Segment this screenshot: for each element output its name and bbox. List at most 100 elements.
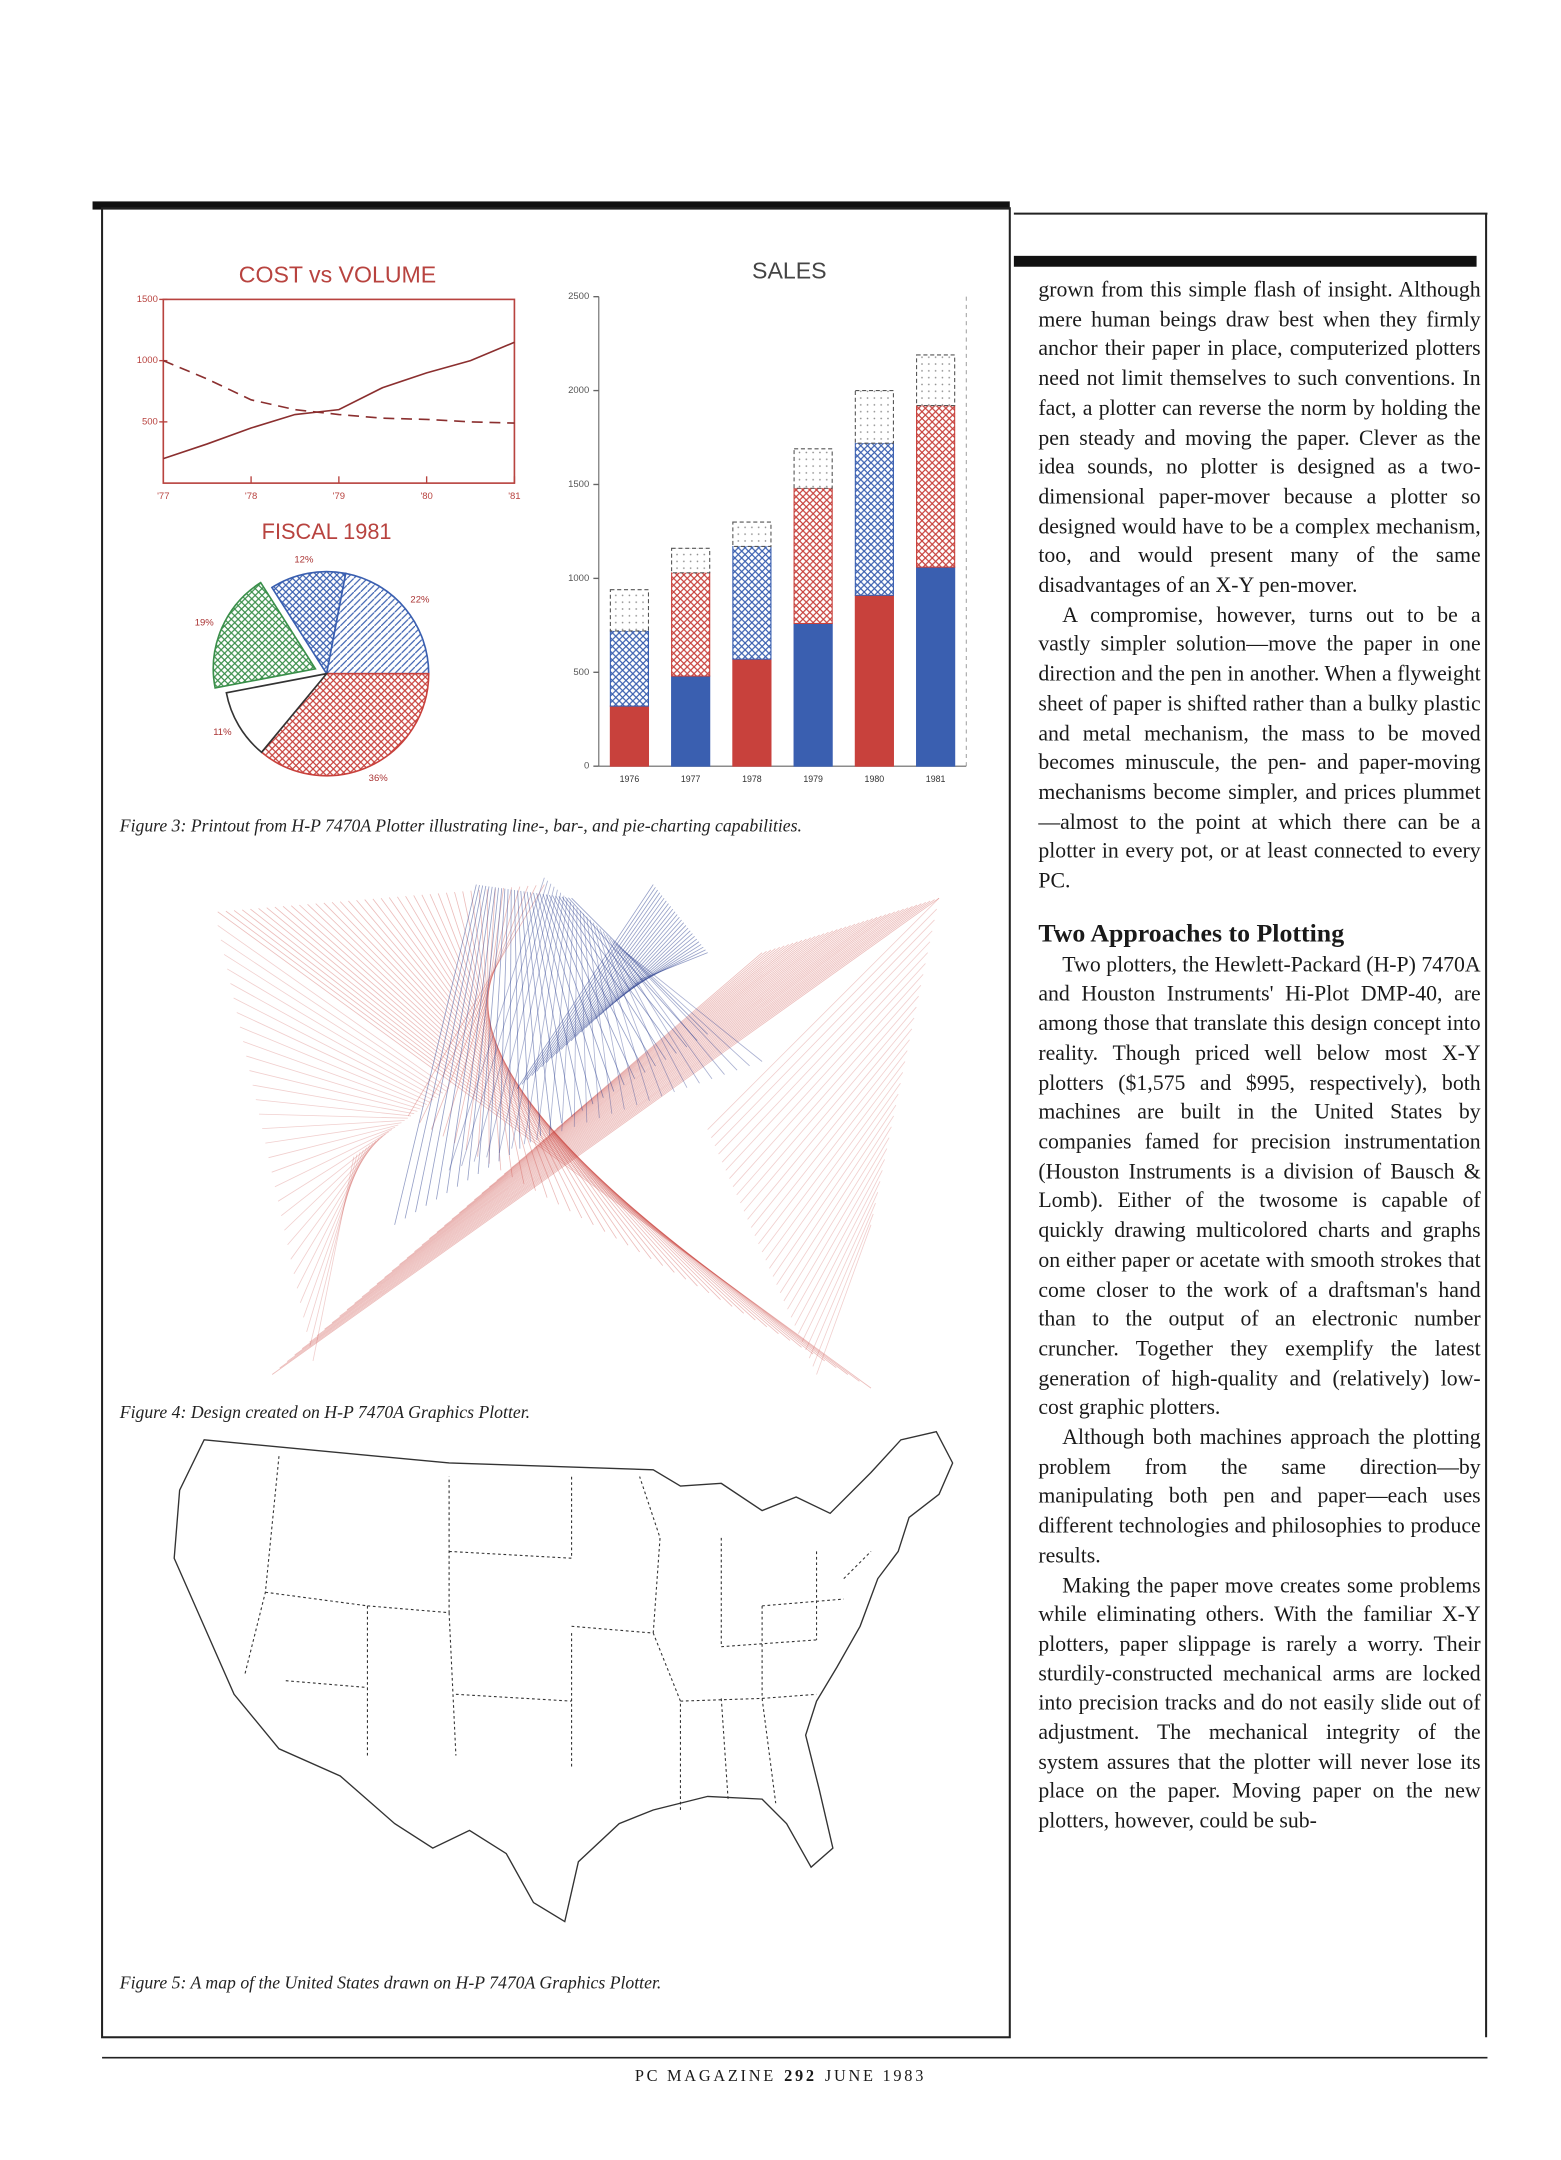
issue-date: JUNE 1983 xyxy=(824,2065,927,2085)
pie-slice xyxy=(260,672,430,777)
x-tick-label: 1976 xyxy=(620,774,640,784)
design-line xyxy=(296,1145,371,1289)
bar-segment xyxy=(671,572,711,677)
paragraph: Although both machines approach the plot… xyxy=(1038,1426,1481,1568)
bar-segment xyxy=(916,405,956,568)
design-line xyxy=(429,926,847,1240)
design-line xyxy=(233,910,849,1375)
design-line xyxy=(586,916,613,1114)
design-line xyxy=(227,968,440,1096)
design-line xyxy=(498,889,558,1154)
design-line xyxy=(246,1055,421,1110)
design-line xyxy=(714,919,935,1147)
design-line xyxy=(419,885,537,1123)
design-line xyxy=(399,921,865,1265)
design-line xyxy=(521,887,656,1085)
paragraph: A compromise, however, turns out to be a… xyxy=(1038,603,1481,893)
design-line xyxy=(585,922,685,1029)
design-line xyxy=(629,946,704,989)
design-line xyxy=(750,1028,913,1228)
design-line xyxy=(481,935,816,1194)
design-line xyxy=(556,906,671,1055)
pie-slice xyxy=(225,672,329,754)
design-line xyxy=(743,1006,917,1212)
design-line xyxy=(580,919,682,1033)
design-line xyxy=(816,1224,872,1375)
design-line xyxy=(517,890,531,1143)
design-line xyxy=(286,900,931,1362)
design-line xyxy=(548,901,571,1136)
design-line xyxy=(541,946,781,1143)
design-line xyxy=(243,1041,424,1108)
design-line xyxy=(404,884,480,1219)
figure-caption: Figure 3: Printout from H-P 7470A Plotte… xyxy=(119,815,802,836)
design-line xyxy=(323,902,721,1300)
design-line xyxy=(466,933,825,1207)
design-line xyxy=(274,906,791,1341)
design-line xyxy=(315,903,733,1307)
design-line xyxy=(634,949,706,985)
design-line xyxy=(511,892,562,1149)
section-heading: Two Approaches to Plotting xyxy=(1038,919,1345,949)
design-line xyxy=(217,911,872,1389)
design-line xyxy=(776,1104,897,1285)
bar-segment xyxy=(793,622,833,767)
design-line xyxy=(309,904,918,1343)
design-line xyxy=(294,901,926,1356)
x-tick-label: 1980 xyxy=(865,774,885,784)
design-line xyxy=(446,886,493,1194)
design-line xyxy=(725,952,928,1171)
bar-segment xyxy=(854,390,894,444)
design-line xyxy=(602,931,675,1093)
pie-label: 22% xyxy=(410,594,430,605)
y-tick-label: 1000 xyxy=(137,355,158,366)
column-bar xyxy=(1013,255,1477,267)
design-line xyxy=(516,884,654,1089)
design-line xyxy=(729,963,926,1179)
design-line xyxy=(429,893,571,1212)
design-line xyxy=(622,949,750,1067)
design-line xyxy=(454,891,536,1191)
y-tick-label: 0 xyxy=(584,761,589,772)
design-line xyxy=(754,1039,910,1236)
design-line xyxy=(529,892,573,1117)
design-line xyxy=(736,985,922,1196)
design-line xyxy=(309,1154,358,1347)
bar-segment xyxy=(671,675,711,767)
y-tick-label: 500 xyxy=(142,416,158,427)
design-line xyxy=(324,907,909,1330)
design-line xyxy=(259,1113,408,1119)
design-line xyxy=(718,930,933,1155)
design-line xyxy=(303,1149,364,1318)
design-line xyxy=(573,907,578,1127)
design-line xyxy=(470,890,513,1178)
design-line xyxy=(542,893,615,1092)
design-line xyxy=(615,943,725,1075)
design-line xyxy=(384,918,873,1278)
design-line xyxy=(596,925,650,1101)
design-line xyxy=(217,925,450,1090)
design-line xyxy=(421,925,851,1246)
design-line xyxy=(437,893,560,1205)
design-line xyxy=(488,888,506,1168)
design-line xyxy=(533,892,583,1111)
design-line xyxy=(526,891,563,1124)
bar-segment xyxy=(609,589,650,632)
design-line xyxy=(619,946,738,1071)
design-line xyxy=(252,1084,415,1115)
line-series xyxy=(163,341,515,460)
y-tick-label: 500 xyxy=(573,667,589,678)
x-tick-label: '78 xyxy=(245,491,257,502)
design-line xyxy=(445,892,548,1198)
design-line xyxy=(579,910,588,1123)
bar-segment xyxy=(732,545,772,660)
design-line xyxy=(539,893,604,1098)
design-line xyxy=(258,908,814,1355)
magazine-name: PC MAGAZINE xyxy=(634,2065,776,2085)
map-outline xyxy=(173,1430,954,1923)
y-tick-label: 2500 xyxy=(568,291,589,302)
design-line xyxy=(255,1099,412,1117)
design-line xyxy=(436,927,842,1233)
design-line xyxy=(561,904,575,1132)
